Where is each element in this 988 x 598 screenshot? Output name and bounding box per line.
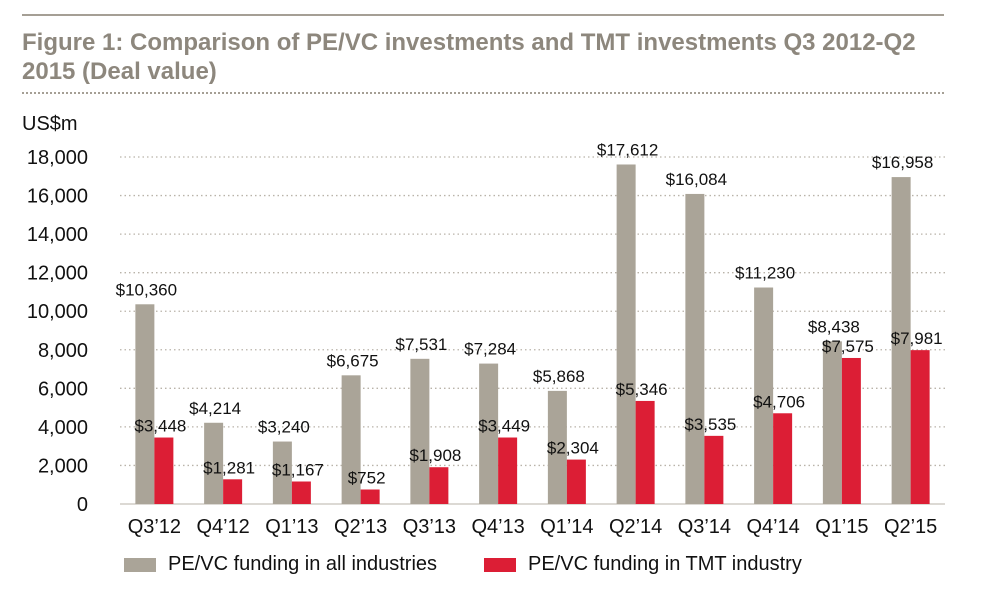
data-label-tmt-industry: $3,448 bbox=[134, 417, 186, 436]
bar-all-industries bbox=[685, 193, 705, 504]
data-label-all-industries: $16,958 bbox=[872, 153, 933, 172]
y-tick-label: 8,000 bbox=[38, 340, 88, 362]
data-label-all-industries: $17,612 bbox=[597, 140, 658, 159]
bar-tmt-industry bbox=[704, 435, 724, 504]
x-tick-label: Q2’14 bbox=[609, 516, 662, 538]
bar-all-industries bbox=[204, 422, 224, 504]
data-label-tmt-industry: $1,281 bbox=[203, 458, 255, 477]
bar-tmt-industry bbox=[773, 413, 793, 504]
bar-all-industries bbox=[891, 177, 911, 504]
bar-tmt-industry bbox=[566, 459, 586, 504]
y-tick-label: 18,000 bbox=[27, 147, 88, 169]
data-label-tmt-industry: $5,346 bbox=[616, 380, 668, 399]
bar-all-industries bbox=[616, 164, 636, 504]
data-label-tmt-industry: $1,167 bbox=[272, 461, 324, 480]
y-tick-label: 16,000 bbox=[27, 186, 88, 208]
title-dotted-rule bbox=[22, 92, 944, 94]
x-tick-label: Q2’13 bbox=[334, 516, 387, 538]
x-tick-label: Q2’15 bbox=[884, 516, 937, 538]
x-tick-label: Q4’13 bbox=[471, 516, 524, 538]
legend-item-tmt-industry: PE/VC funding in TMT industry bbox=[484, 553, 802, 576]
y-tick-label: 2,000 bbox=[38, 455, 88, 477]
x-tick-label: Q3’12 bbox=[128, 516, 181, 538]
bar-tmt-industry bbox=[841, 357, 861, 504]
y-tick-label: 0 bbox=[77, 494, 88, 516]
bar-tmt-industry bbox=[498, 437, 518, 504]
bar-tmt-industry bbox=[154, 437, 174, 504]
data-label-all-industries: $7,284 bbox=[464, 340, 516, 359]
data-label-all-industries: $11,230 bbox=[735, 264, 795, 283]
data-label-tmt-industry: $752 bbox=[348, 469, 386, 488]
legend-label-all-industries: PE/VC funding in all industries bbox=[168, 553, 438, 575]
legend-item-all-industries: PE/VC funding in all industries bbox=[124, 553, 437, 576]
bar-tmt-industry bbox=[429, 467, 449, 504]
data-label-tmt-industry: $7,981 bbox=[891, 329, 943, 348]
x-tick-label: Q4’12 bbox=[196, 516, 249, 538]
data-label-tmt-industry: $3,449 bbox=[478, 417, 530, 436]
data-label-all-industries: $8,438 bbox=[808, 317, 860, 336]
bar-tmt-industry bbox=[291, 481, 311, 504]
y-axis-unit-label: US$m bbox=[22, 113, 78, 135]
data-label-all-industries: $5,868 bbox=[533, 367, 585, 386]
y-tick-label: 6,000 bbox=[38, 378, 88, 400]
bar-all-industries bbox=[754, 287, 774, 504]
data-label-all-industries: $10,360 bbox=[116, 280, 177, 299]
x-tick-label: Q3’13 bbox=[403, 516, 456, 538]
bar-all-industries bbox=[547, 390, 567, 504]
bar-chart: 0 2,000 4,000 6,000 8,000 10,000 12,000 14,000 1… bbox=[27, 140, 945, 538]
x-tick-label: Q3’14 bbox=[678, 516, 731, 538]
data-label-all-industries: $16,084 bbox=[666, 170, 727, 189]
data-label-tmt-industry: $4,706 bbox=[753, 392, 805, 411]
bar-all-industries bbox=[822, 341, 842, 504]
legend-swatch-all-industries bbox=[124, 557, 156, 572]
data-label-tmt-industry: $2,304 bbox=[547, 439, 599, 458]
data-label-all-industries: $3,240 bbox=[258, 418, 310, 437]
legend: PE/VC funding in all industries PE/VC fu… bbox=[0, 553, 988, 579]
y-tick-label: 4,000 bbox=[38, 417, 88, 439]
y-tick-label: 14,000 bbox=[27, 224, 88, 246]
x-tick-label: Q4’14 bbox=[746, 516, 799, 538]
y-tick-label: 12,000 bbox=[27, 263, 88, 285]
legend-label-tmt-industry: PE/VC funding in TMT industry bbox=[528, 553, 802, 575]
bar-all-industries bbox=[272, 441, 292, 504]
y-tick-label: 10,000 bbox=[27, 301, 88, 323]
bar-all-industries bbox=[479, 363, 499, 504]
data-label-tmt-industry: $1,908 bbox=[409, 446, 461, 465]
bar-all-industries bbox=[135, 304, 155, 504]
bar-tmt-industry bbox=[360, 489, 380, 504]
bar-all-industries bbox=[341, 375, 361, 504]
x-tick-label: Q1’14 bbox=[540, 516, 593, 538]
bar-tmt-industry bbox=[910, 350, 930, 504]
data-label-all-industries: $4,214 bbox=[189, 399, 241, 418]
figure-title: Figure 1: Comparison of PE/VC investment… bbox=[22, 29, 916, 85]
data-label-tmt-industry: $3,535 bbox=[684, 415, 736, 434]
legend-swatch-tmt-industry bbox=[484, 557, 516, 572]
x-tick-label: Q1’13 bbox=[265, 516, 318, 538]
bar-tmt-industry bbox=[635, 400, 655, 504]
data-label-tmt-industry: $7,575 bbox=[822, 337, 874, 356]
bar-tmt-industry bbox=[223, 479, 243, 504]
bar-all-industries bbox=[410, 358, 430, 504]
top-rule bbox=[22, 14, 944, 16]
data-label-all-industries: $6,675 bbox=[327, 351, 379, 370]
data-label-all-industries: $7,531 bbox=[395, 335, 447, 354]
x-tick-label: Q1’15 bbox=[815, 516, 868, 538]
